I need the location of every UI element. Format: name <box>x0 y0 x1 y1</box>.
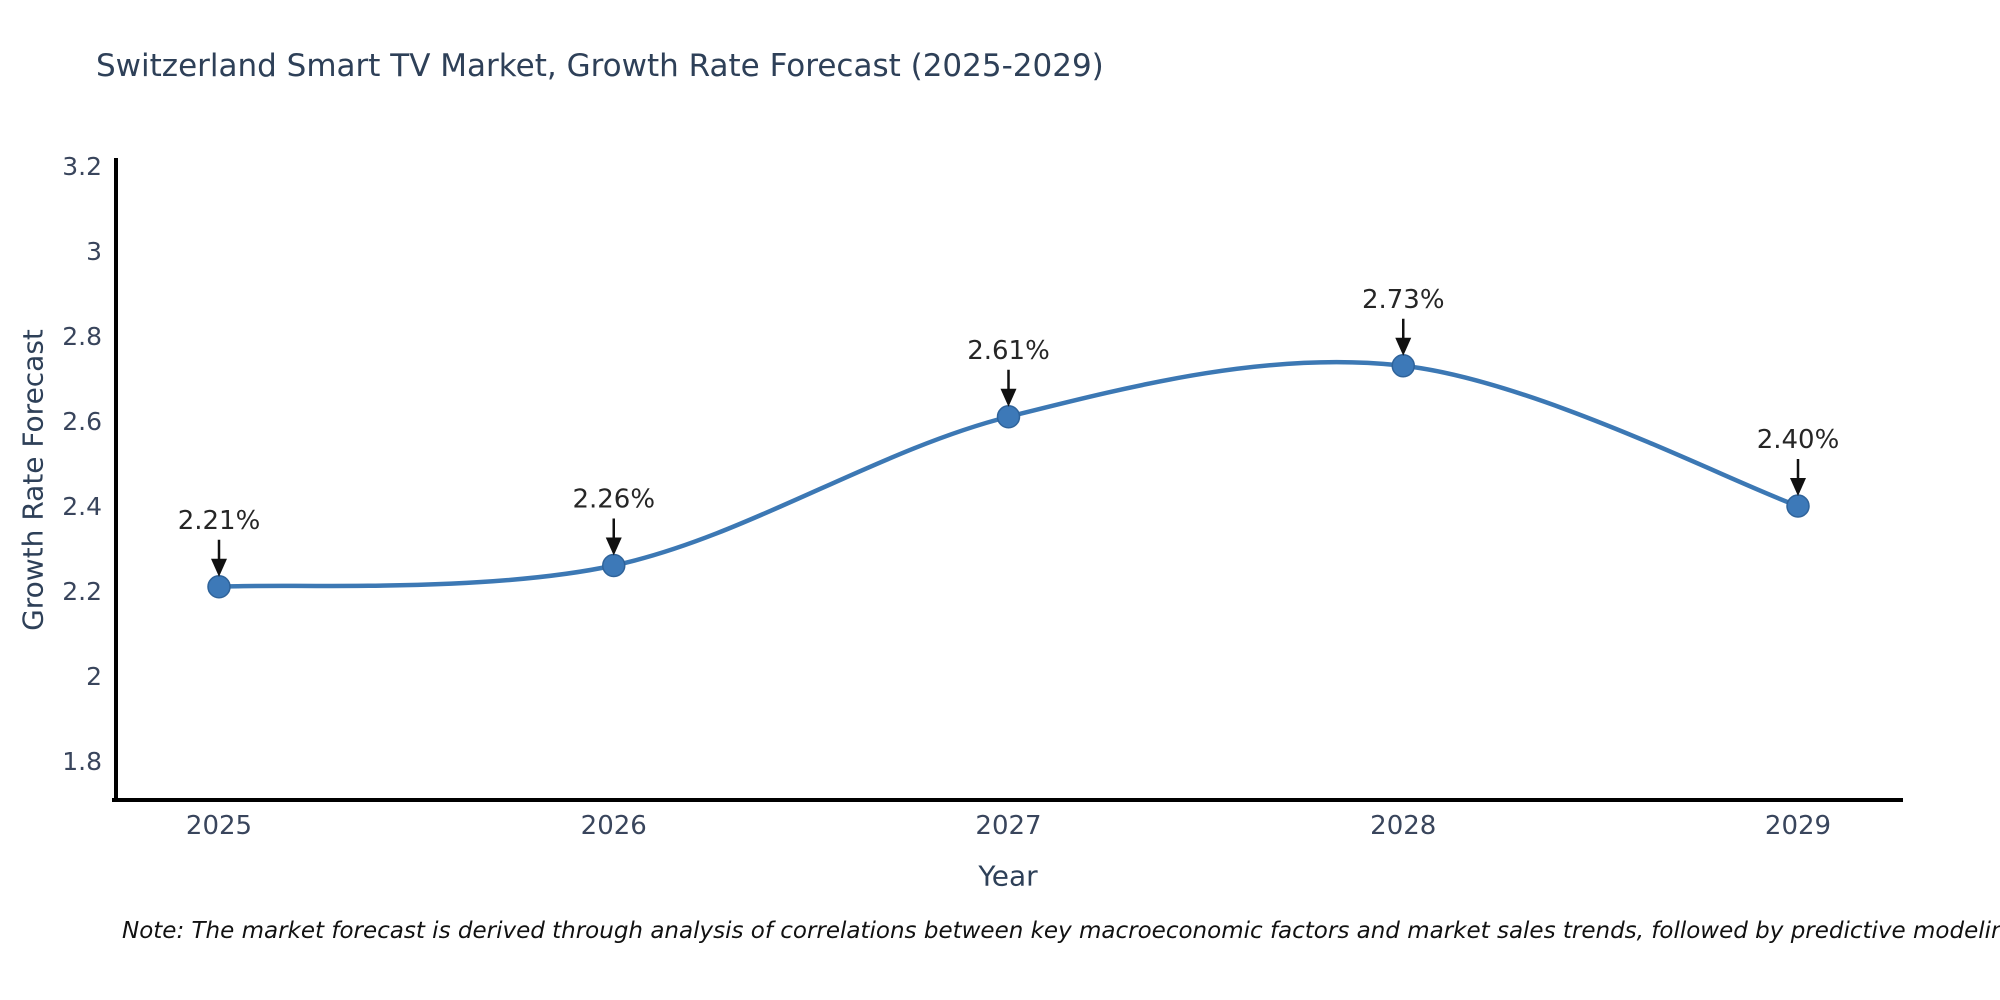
y-tick-label: 3 <box>86 237 102 266</box>
x-tick-label: 2026 <box>581 811 647 841</box>
data-point-marker <box>602 553 626 578</box>
y-tick-label: 2.2 <box>62 577 102 606</box>
point-value-label: 2.26% <box>572 485 655 515</box>
annotation-arrow-head <box>211 558 227 577</box>
point-value-label: 2.61% <box>967 336 1050 366</box>
y-axis-title: Growth Rate Forecast <box>16 329 50 631</box>
annotation-arrow-head <box>605 537 622 556</box>
y-tick-label: 3.2 <box>62 152 102 181</box>
y-tick-label: 2.6 <box>62 407 102 436</box>
point-value-label: 2.21% <box>178 506 261 536</box>
chart-title: Switzerland Smart TV Market, Growth Rate… <box>96 48 1104 84</box>
data-point-marker <box>1391 354 1415 378</box>
point-value-label: 2.73% <box>1362 285 1445 315</box>
x-tick-label: 2027 <box>975 811 1041 841</box>
data-point-marker <box>1786 494 1810 518</box>
x-tick-label: 2028 <box>1370 811 1436 841</box>
data-point-marker <box>207 575 231 599</box>
x-tick-label: 2029 <box>1765 811 1831 841</box>
annotation-arrow-head <box>1790 478 1806 496</box>
data-point-marker <box>996 405 1021 429</box>
x-axis-title: Year <box>978 859 1038 893</box>
y-tick-label: 2.4 <box>62 492 102 521</box>
y-tick-label: 1.8 <box>62 747 102 776</box>
annotation-arrow-head <box>1000 388 1017 407</box>
y-tick-label: 2.8 <box>62 322 102 351</box>
point-value-label: 2.40% <box>1757 425 1840 455</box>
y-tick-label: 2 <box>86 662 102 691</box>
x-tick-label: 2025 <box>186 811 252 841</box>
footnote: Note: The market forecast is derived thr… <box>122 918 2000 944</box>
annotation-arrow-head <box>1395 337 1412 356</box>
